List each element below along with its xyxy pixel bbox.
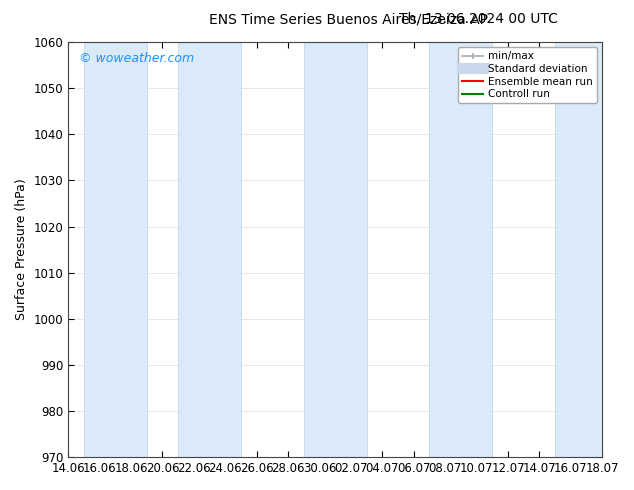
- Bar: [178, 42, 241, 457]
- Text: © woweather.com: © woweather.com: [79, 52, 194, 66]
- Y-axis label: Surface Pressure (hPa): Surface Pressure (hPa): [15, 179, 28, 320]
- Text: Th. 13.06.2024 00 UTC: Th. 13.06.2024 00 UTC: [399, 12, 558, 26]
- Legend: min/max, Standard deviation, Ensemble mean run, Controll run: min/max, Standard deviation, Ensemble me…: [458, 47, 597, 103]
- Text: ENS Time Series Buenos Aires/Ezeiza AP: ENS Time Series Buenos Aires/Ezeiza AP: [209, 12, 488, 26]
- Bar: [555, 42, 618, 457]
- Bar: [429, 42, 492, 457]
- Bar: [304, 42, 366, 457]
- Bar: [84, 42, 146, 457]
